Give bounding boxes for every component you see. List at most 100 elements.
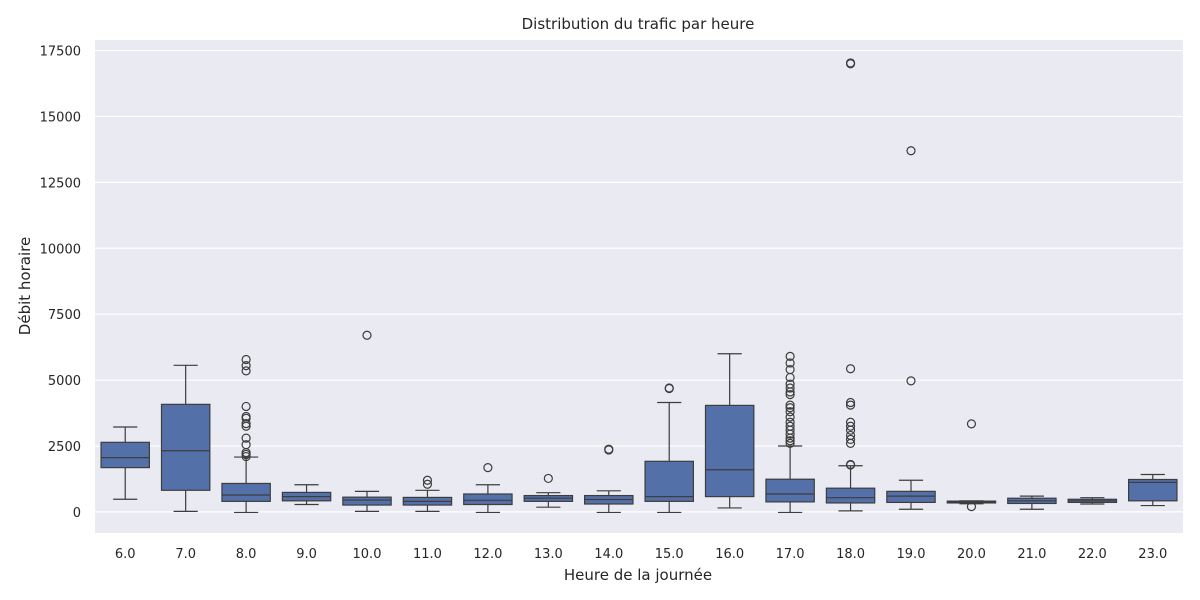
x-tick-label: 6.0 [115, 547, 136, 562]
x-tick-label: 16.0 [715, 547, 744, 562]
outlier-point [241, 366, 251, 376]
outlier-point [785, 364, 795, 375]
x-tick-label: 15.0 [655, 547, 684, 562]
outlier-point [845, 397, 856, 408]
outlier-point [362, 330, 372, 340]
box-group [402, 475, 453, 512]
x-tick-label: 12.0 [473, 547, 502, 562]
outlier-point [845, 459, 856, 470]
outlier-point [845, 417, 856, 427]
box-group [825, 58, 876, 512]
x-axis-label: Heure de la journée [564, 566, 712, 584]
plot-area [95, 40, 1183, 533]
x-tick-label: 13.0 [534, 547, 563, 562]
outlier-point [785, 421, 795, 431]
outlier-point [845, 58, 856, 68]
box-group [463, 463, 513, 514]
x-tick-label: 19.0 [897, 547, 926, 562]
box-group [886, 146, 936, 510]
outlier-point [241, 360, 251, 371]
outlier-point [845, 364, 856, 374]
y-axis-label: Débit horaire [16, 237, 34, 335]
box-group [160, 364, 211, 512]
outlier-point [785, 417, 795, 427]
grid-lines [95, 49, 1183, 513]
box-iqr [1127, 478, 1178, 502]
box-iqr [100, 441, 150, 469]
box-group [765, 351, 815, 514]
x-tick-label: 11.0 [413, 547, 442, 562]
box-iqr [704, 404, 755, 498]
outlier-point [906, 376, 916, 386]
y-tick-label: 10000 [40, 242, 81, 257]
y-tick-label: 2500 [48, 440, 81, 455]
outlier-point [785, 389, 795, 400]
outlier-point [785, 379, 795, 389]
x-tick-label: 18.0 [836, 547, 865, 562]
box-iqr [825, 487, 876, 504]
x-tick-label: 21.0 [1017, 547, 1046, 562]
x-tick-label: 7.0 [175, 547, 196, 562]
outlier-point [845, 400, 856, 410]
box-group [1007, 495, 1057, 510]
box-group [342, 330, 392, 512]
outlier-point [241, 401, 251, 412]
box-iqr [160, 403, 211, 491]
outlier-point [241, 411, 251, 422]
outlier-point [966, 419, 977, 429]
box-iqr [463, 493, 513, 506]
y-tick-label: 0 [73, 506, 81, 521]
box-iqr [221, 482, 271, 502]
box-group [221, 354, 271, 514]
box-group [523, 473, 574, 508]
outlier-point [785, 400, 795, 410]
x-tick-label: 20.0 [957, 547, 986, 562]
y-tick-label: 5000 [48, 374, 81, 389]
y-tick-label: 12500 [40, 176, 81, 191]
outlier-point [241, 418, 251, 429]
box-group [644, 383, 694, 514]
box-group [946, 419, 997, 512]
outlier-point [543, 473, 553, 484]
x-tick-label: 14.0 [594, 547, 623, 562]
y-axis-ticks: 0 2500 5000 7500 10000 12500 15000 17500 [40, 45, 81, 521]
outlier-point [845, 421, 856, 431]
box-group [281, 484, 332, 506]
box-group [1067, 497, 1118, 505]
outlier-point [664, 383, 674, 393]
outlier-point [241, 354, 251, 365]
outlier-point [785, 383, 795, 393]
outlier-point [785, 438, 795, 448]
chart-title: Distribution du trafic par heure [522, 15, 755, 33]
x-tick-label: 8.0 [236, 547, 257, 562]
y-tick-label: 15000 [40, 110, 81, 125]
outlier-point [241, 440, 251, 450]
box-group [583, 444, 634, 514]
x-axis-ticks: 6.0 7.0 8.0 9.0 10.0 11.0 12.0 13.0 14.0 15.0 16.0… [115, 547, 1167, 562]
outlier-point [785, 412, 795, 422]
outlier-point [785, 351, 795, 361]
x-tick-label: 10.0 [353, 547, 382, 562]
outlier-point [422, 475, 433, 485]
outlier-point [483, 463, 493, 473]
x-tick-label: 17.0 [776, 547, 805, 562]
box-series [100, 58, 1178, 514]
x-tick-label: 22.0 [1078, 547, 1107, 562]
outlier-point [845, 430, 856, 441]
outlier-point [845, 434, 856, 445]
box-iqr [342, 496, 392, 506]
outlier-point [906, 146, 916, 156]
outlier-point [604, 444, 614, 454]
outlier-point [785, 436, 795, 446]
outlier-point [785, 407, 795, 417]
y-tick-label: 17500 [40, 45, 81, 60]
box-group [704, 353, 755, 509]
x-tick-label: 23.0 [1138, 547, 1167, 562]
x-tick-label: 9.0 [296, 547, 317, 562]
box-iqr [886, 490, 936, 504]
outlier-point [966, 502, 977, 512]
box-iqr [765, 478, 815, 503]
outlier-point [422, 479, 433, 489]
y-tick-label: 7500 [48, 308, 81, 323]
outlier-point [785, 358, 795, 368]
